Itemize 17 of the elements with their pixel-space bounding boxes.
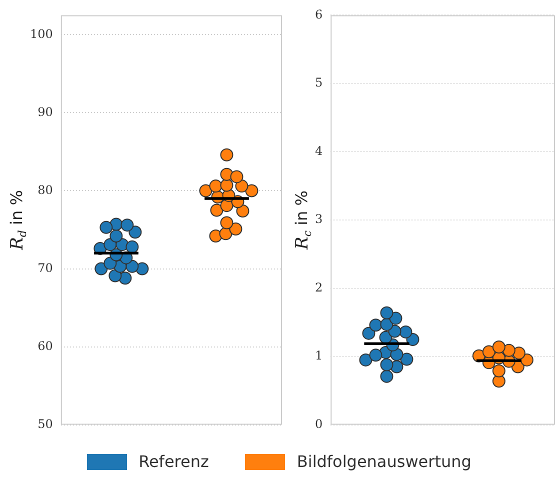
y-axis-title: Rc in %	[292, 190, 314, 250]
y-tick-label: 50	[38, 416, 53, 431]
y-tick-label: 3	[314, 212, 323, 226]
y-axis-title: Rd in %	[7, 190, 29, 251]
legend-label: Bildfolgenauswertung	[296, 452, 472, 471]
y-tick-label: 0	[314, 416, 323, 431]
y-tick-label: 70	[38, 260, 53, 275]
y-tick-label: 6	[314, 7, 323, 22]
y-tick-label: 80	[38, 182, 53, 197]
y-tick-label: 90	[38, 104, 53, 119]
y-tick-label: 5	[314, 76, 323, 90]
y-tick-label: 100	[30, 26, 53, 41]
legend-label: Referenz	[138, 452, 209, 471]
y-tick-label: 1	[314, 348, 323, 363]
y-tick-label: 60	[38, 338, 53, 353]
y-tick-label: 4	[314, 144, 323, 158]
y-tick-label: 2	[314, 280, 323, 294]
